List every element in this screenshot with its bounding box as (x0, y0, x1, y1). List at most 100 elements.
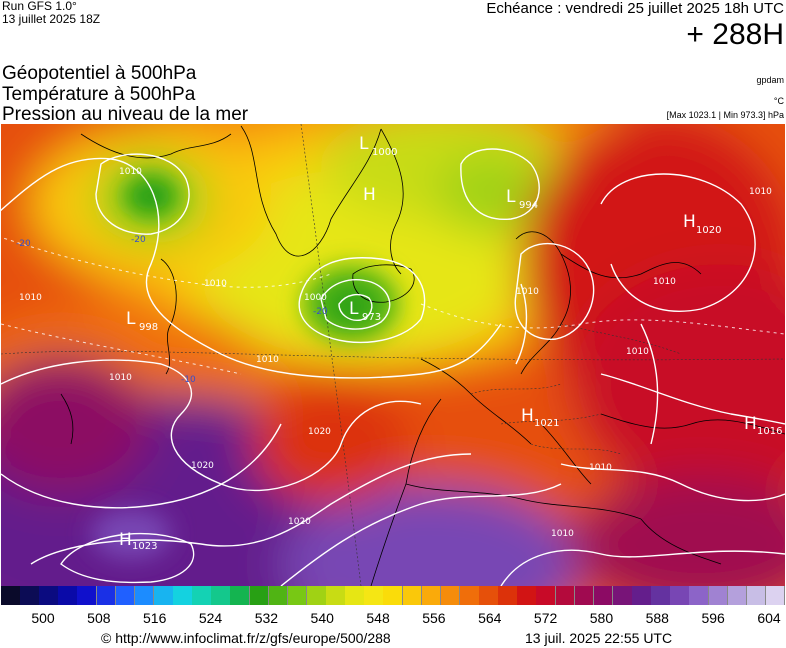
isobar-label: 1010 (109, 373, 132, 383)
unit-temperature: °C (773, 96, 784, 106)
color-scale-swatch (593, 586, 614, 605)
color-scale-swatch (574, 586, 595, 605)
pressure-system-symbol: H (683, 212, 696, 232)
isobar-label: 1020 (191, 461, 214, 471)
color-scale-swatch (632, 586, 652, 605)
color-scale-tick-label: 516 (143, 610, 167, 626)
isobar-label: 1010 (19, 293, 42, 303)
pressure-system-value: 1020 (696, 225, 721, 236)
color-scale-tick-label: 500 (31, 610, 55, 626)
pressure-system-low-994: L 994 (506, 187, 538, 211)
color-scale-swatch (402, 586, 423, 605)
color-scale-swatch (479, 586, 499, 605)
color-scale-swatch (555, 586, 576, 605)
color-scale-bar (1, 586, 786, 605)
pressure-system-labels: L 1000 H L 994 H 1020 L 973 L 998 (119, 134, 782, 552)
pressure-system-value: 994 (519, 200, 538, 211)
color-scale-swatch (20, 586, 40, 605)
color-scale-swatch (708, 586, 729, 605)
color-scale-swatch (440, 586, 461, 605)
temperature-labels: -20 -20 -20 -10 (16, 235, 328, 385)
isobar-label: 1010 (119, 167, 142, 177)
pressure-system-low-973: L 973 (349, 299, 381, 323)
pressure-system-value: 973 (362, 312, 381, 323)
color-scale-swatch (39, 586, 59, 605)
color-scale-tick-label: 572 (533, 610, 558, 626)
pressure-system-symbol: L (359, 134, 369, 154)
pressure-system-symbol: H (521, 406, 534, 426)
temperature-label: -20 (131, 235, 146, 245)
pressure-system-value: 1021 (534, 418, 559, 429)
color-scale-tick-label: 508 (87, 610, 111, 626)
unit-geopotential: gpdam (756, 75, 784, 85)
color-scale-swatch (651, 586, 671, 605)
color-scale-swatch (173, 586, 193, 605)
lead-time: + 288H (686, 18, 784, 51)
pressure-system-high-1016: H 1016 (744, 414, 782, 437)
pressure-system-value: 1000 (372, 147, 397, 158)
isobar-label: 1010 (256, 355, 279, 365)
param-temperature: Température à 500hPa (2, 84, 196, 105)
color-scale-tick-label: 548 (366, 610, 390, 626)
isobars (1, 148, 785, 586)
temperature-label: -20 (313, 307, 328, 317)
param-pressure: Pression au niveau de la mer (2, 104, 249, 125)
run-date: 13 juillet 2025 18Z (2, 12, 101, 26)
pressure-system-symbol: L (349, 299, 359, 319)
color-scale-tick-label: 532 (254, 610, 279, 626)
color-scale-swatch (96, 586, 117, 605)
color-scale-tick-label: 540 (310, 610, 334, 626)
color-scale-swatch (364, 586, 384, 605)
pressure-system-symbol: L (126, 309, 136, 329)
isobar-label: 1010 (516, 287, 539, 297)
coastlines (60, 125, 785, 586)
run-title: Run GFS 1.0° (2, 0, 77, 13)
color-scale-swatch (287, 586, 308, 605)
temperature-label: -20 (16, 239, 31, 249)
color-scale-swatch (268, 586, 289, 605)
borders (1, 124, 785, 586)
color-scale-swatch (115, 586, 136, 605)
pressure-system-high-1021: H 1021 (521, 406, 559, 429)
source-url[interactable]: © http://www.infoclimat.fr/z/gfs/europe/… (101, 630, 391, 646)
color-scale-swatch (459, 586, 480, 605)
pressure-system-high-1020: H 1020 (683, 212, 721, 236)
pressure-system-high-1023: H 1023 (119, 530, 157, 552)
color-scale-swatch (134, 586, 155, 605)
color-scale-swatch (765, 586, 786, 605)
temperature-isotherms (1, 236, 785, 375)
color-scale-tick-label: 588 (645, 610, 669, 626)
color-scale-swatch (727, 586, 748, 605)
forecast-valid-time: Echéance : vendredi 25 juillet 2025 18h … (486, 0, 784, 17)
geopotential-field (1, 124, 785, 586)
isobar-label: 1010 (589, 463, 612, 473)
pressure-system-symbol: H (363, 185, 376, 205)
color-scale-swatch (498, 586, 518, 605)
isobar-label: 1010 (204, 279, 227, 289)
isobar-label: 1010 (551, 529, 574, 539)
color-scale-swatch (1, 586, 21, 605)
color-scale-swatch (153, 586, 174, 605)
weather-map[interactable]: 1010 1010 1010 1010 1010 1010 1010 1010 … (1, 124, 785, 586)
color-scale-tick-label: 580 (589, 610, 614, 626)
color-scale-swatch (612, 586, 633, 605)
param-geopotential: Géopotentiel à 500hPa (2, 63, 197, 84)
color-scale-swatch (58, 586, 78, 605)
pressure-system-value: 1023 (132, 541, 157, 552)
pressure-system-high-greenland: H (363, 185, 376, 205)
color-scale-swatch (306, 586, 327, 605)
color-scale-tick-label: 564 (478, 610, 502, 626)
pressure-system-symbol: L (506, 187, 516, 207)
color-scale-swatch (345, 586, 365, 605)
isobar-label: 1000 (304, 293, 327, 303)
pressure-system-low-998: L 998 (126, 309, 158, 333)
color-scale-swatch (536, 586, 557, 605)
color-scale-swatch (670, 586, 690, 605)
color-scale-swatch (249, 586, 270, 605)
color-scale-tick-label: 604 (757, 610, 781, 626)
color-scale-swatch (421, 586, 442, 605)
isobar-label: 1010 (653, 277, 676, 287)
isobar-label: 1020 (308, 427, 331, 437)
isobar-label: 1010 (749, 187, 772, 197)
isobar-label: 1020 (288, 517, 311, 527)
